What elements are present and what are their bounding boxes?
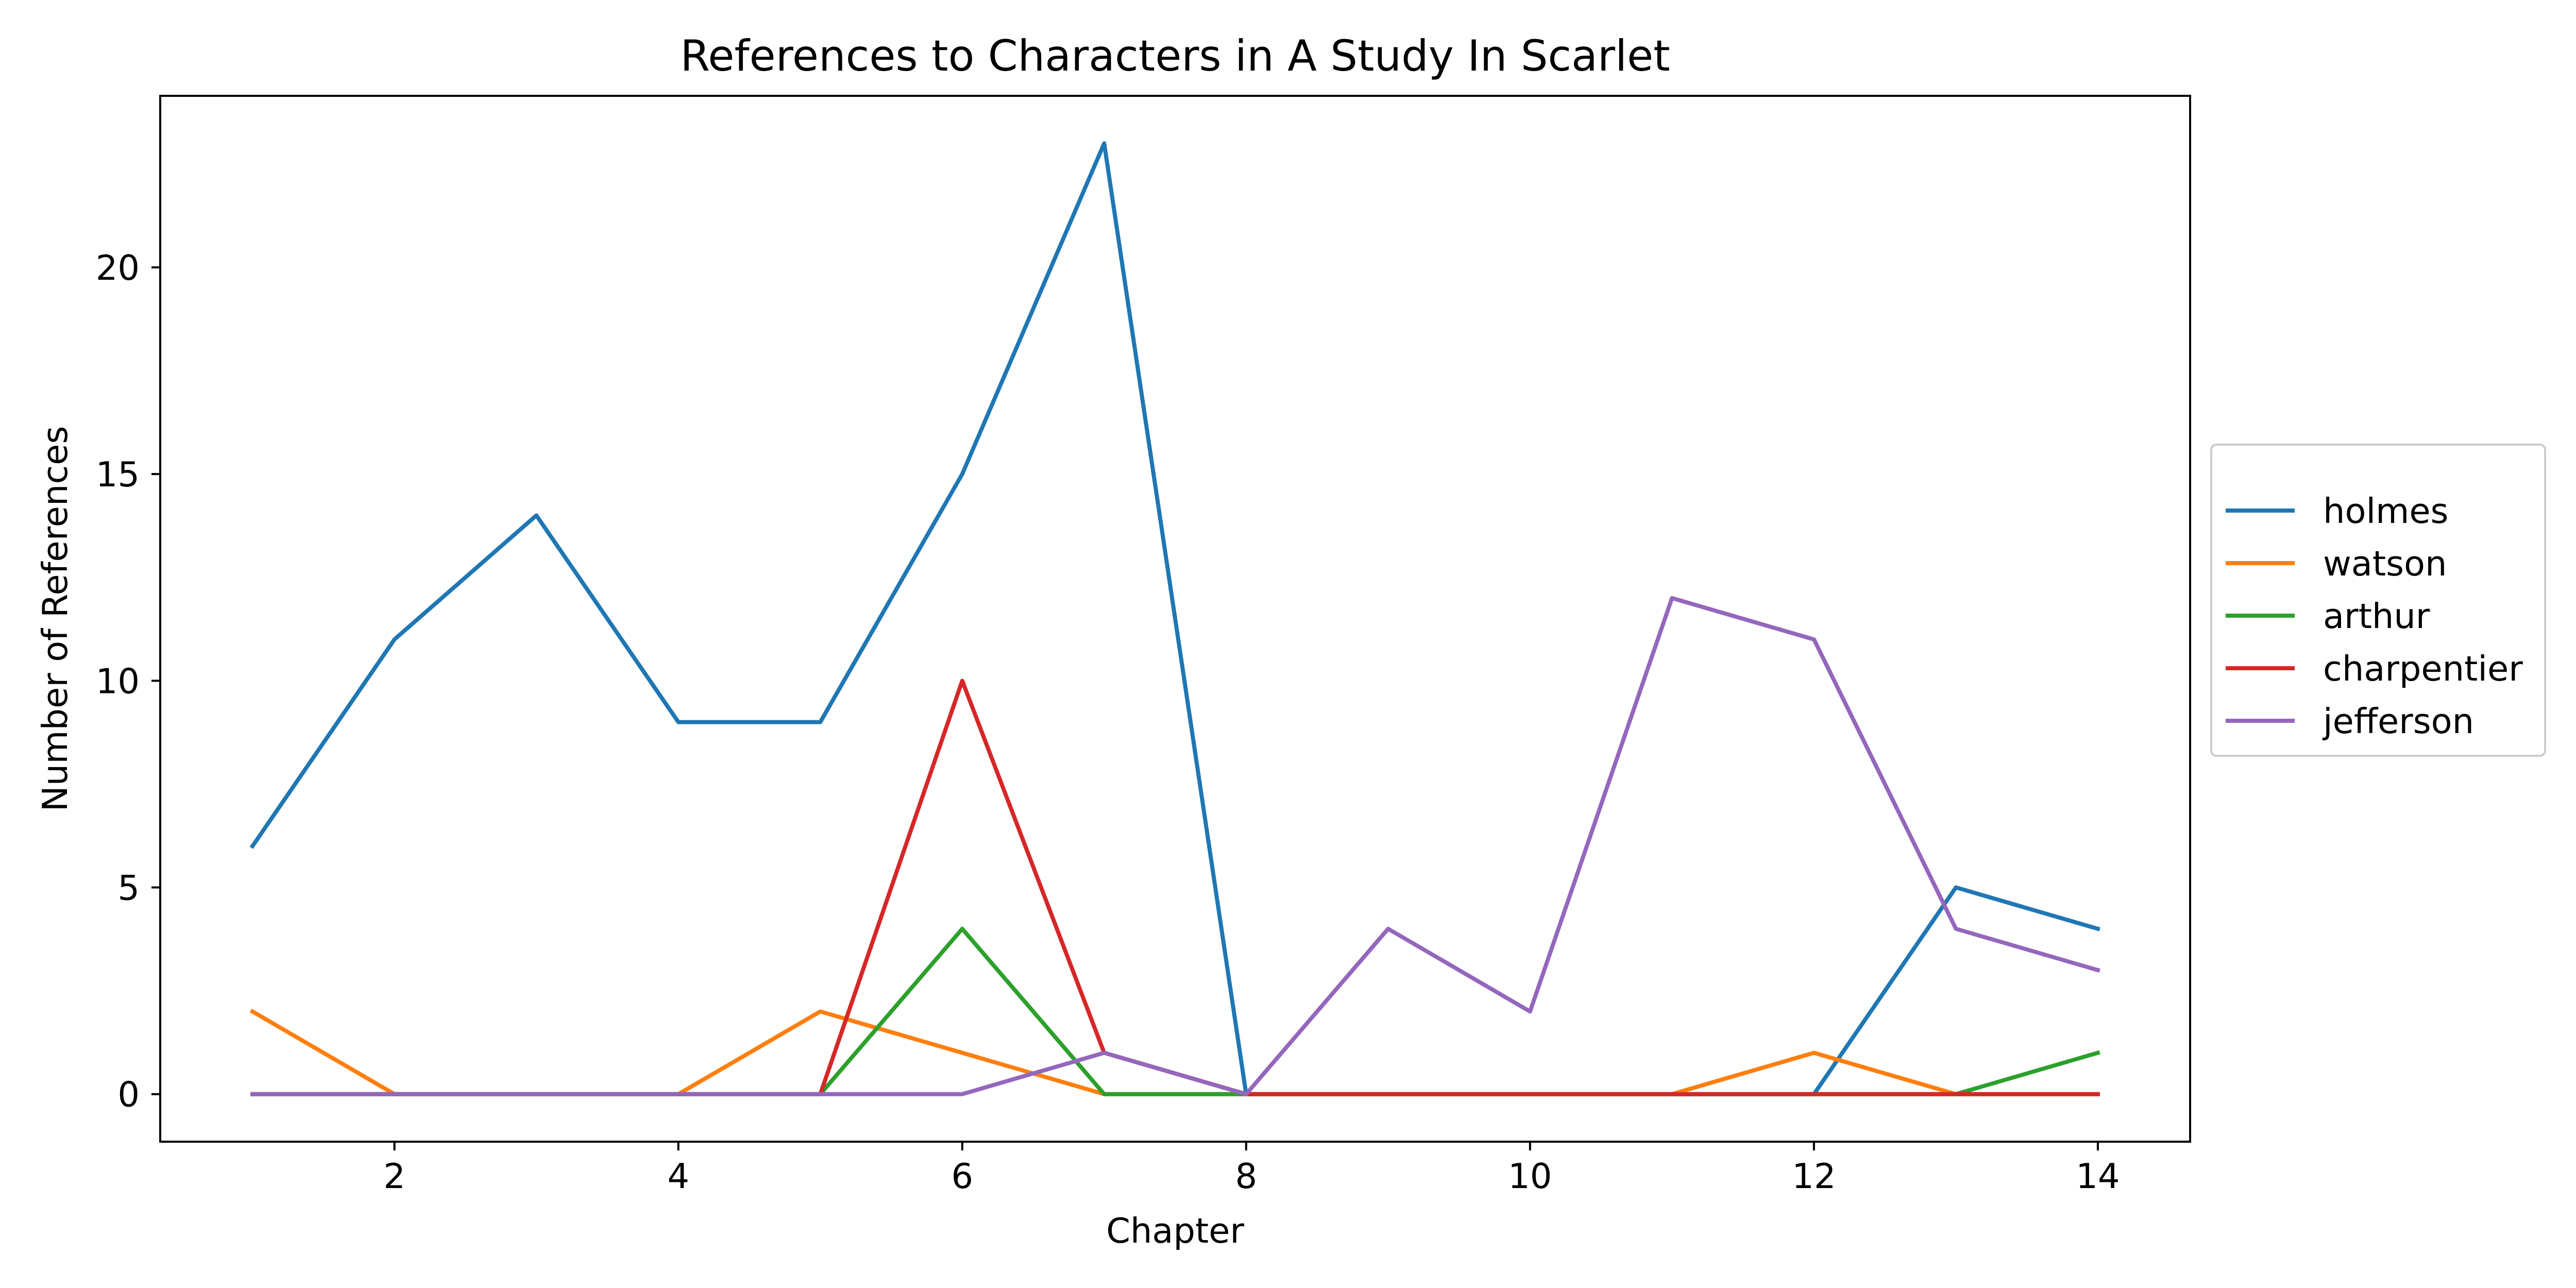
x-tick-label: 4 bbox=[667, 1156, 689, 1196]
x-tick-label: 12 bbox=[1792, 1156, 1836, 1196]
series-lines bbox=[249, 141, 2100, 1096]
legend-label-watson: watson bbox=[2323, 544, 2447, 584]
y-tick-label: 5 bbox=[117, 868, 140, 908]
x-tick-label: 8 bbox=[1235, 1156, 1257, 1196]
y-tick-label: 15 bbox=[96, 454, 140, 495]
legend-label-holmes: holmes bbox=[2323, 491, 2448, 531]
legend-box bbox=[2210, 444, 2546, 757]
y-axis-label: Number of References bbox=[35, 426, 75, 812]
axis-ticks: 2 4 6 8 10 12 14 0 5 10 15 20 bbox=[96, 248, 2120, 1196]
x-tick-label: 10 bbox=[1508, 1156, 1552, 1196]
x-axis-label: Chapter bbox=[1106, 1211, 1244, 1251]
y-tick-label: 10 bbox=[96, 661, 140, 701]
legend: holmes watson arthur charpentier jefferson bbox=[2210, 444, 2546, 757]
x-tick-label: 2 bbox=[383, 1156, 405, 1196]
legend-label-charpentier: charpentier bbox=[2323, 649, 2523, 689]
x-tick-label: 6 bbox=[951, 1156, 973, 1196]
chart-title: References to Characters in A Study In S… bbox=[680, 31, 1670, 81]
legend-label-arthur: arthur bbox=[2323, 596, 2430, 636]
plot-frame bbox=[159, 95, 2191, 1143]
series-line-jefferson bbox=[250, 596, 2100, 1096]
y-tick-label: 20 bbox=[96, 248, 140, 288]
y-tick-label: 0 bbox=[117, 1075, 140, 1115]
x-tick-label: 14 bbox=[2076, 1156, 2120, 1196]
legend-label-jefferson: jefferson bbox=[2322, 701, 2474, 741]
